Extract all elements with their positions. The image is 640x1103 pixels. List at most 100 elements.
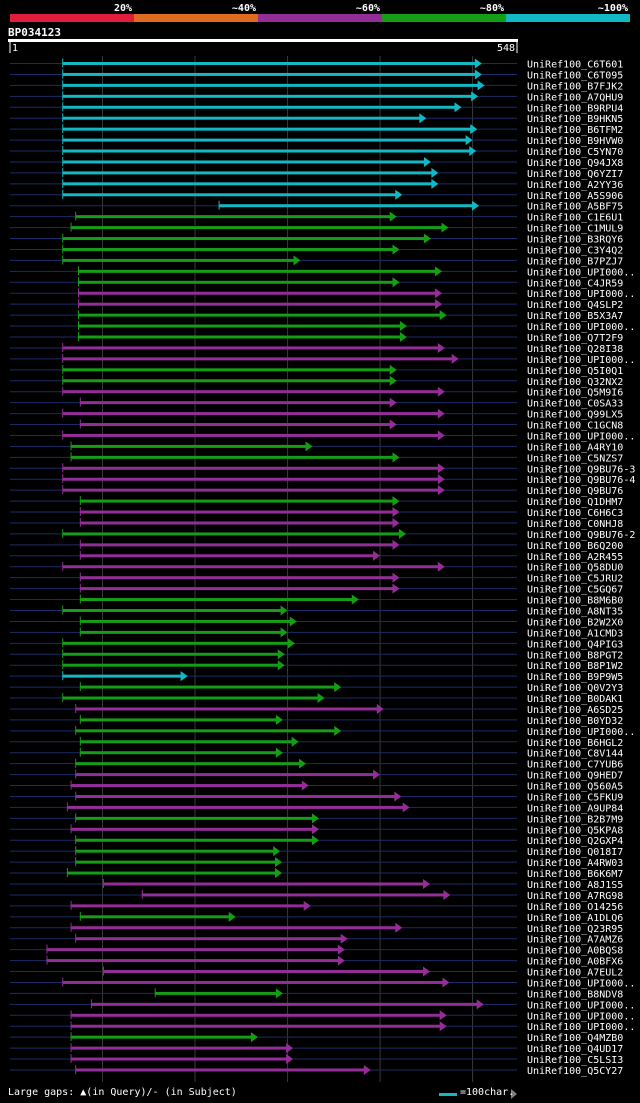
- hit-label[interactable]: UniRef100_B2B7M9: [527, 814, 623, 825]
- hit-row[interactable]: UniRef100_B6TFM2: [10, 124, 623, 136]
- hit-bar[interactable]: [78, 313, 441, 317]
- hit-label[interactable]: UniRef100_C1E6U1: [527, 213, 623, 224]
- hit-bar[interactable]: [75, 794, 396, 798]
- hit-label[interactable]: UniRef100_UPI000..: [527, 289, 635, 300]
- hit-bar[interactable]: [62, 127, 472, 131]
- hit-row[interactable]: UniRef100_A7RG98: [10, 889, 623, 902]
- hit-bar[interactable]: [80, 423, 391, 427]
- hit-bar[interactable]: [71, 926, 397, 930]
- hit-row[interactable]: UniRef100_Q2GXP4: [10, 835, 623, 847]
- hit-row[interactable]: UniRef100_Q1DHM7: [10, 496, 623, 508]
- hit-bar[interactable]: [62, 980, 444, 984]
- hit-row[interactable]: UniRef100_A8J1S5: [10, 879, 623, 891]
- hit-bar[interactable]: [62, 379, 391, 383]
- hit-row[interactable]: UniRef100_C1E6U1: [10, 211, 623, 224]
- hit-label[interactable]: UniRef100_B0YD32: [527, 716, 623, 727]
- hit-row[interactable]: UniRef100_C0SA33: [10, 397, 623, 410]
- hit-label[interactable]: UniRef100_B0DAK1: [527, 694, 623, 705]
- hit-label[interactable]: UniRef100_Q9HED7: [527, 771, 623, 782]
- hit-row[interactable]: UniRef100_B9HVW0: [10, 135, 623, 147]
- hit-bar[interactable]: [62, 149, 471, 153]
- hit-row[interactable]: UniRef100_B8P1W2: [10, 660, 623, 672]
- hit-row[interactable]: UniRef100_B0DAK1: [10, 693, 623, 705]
- hit-row[interactable]: UniRef100_Q4SLP2: [10, 299, 623, 311]
- hit-bar[interactable]: [78, 280, 394, 284]
- hit-row[interactable]: UniRef100_Q58DU0: [10, 561, 623, 574]
- hit-row[interactable]: UniRef100_C6T601: [10, 58, 623, 71]
- hit-label[interactable]: UniRef100_B6K6M7: [527, 869, 623, 880]
- hit-label[interactable]: UniRef100_A5BF75: [527, 202, 623, 213]
- hit-label[interactable]: UniRef100_Q9BU76-2: [527, 530, 635, 541]
- hit-bar[interactable]: [62, 477, 439, 481]
- hit-label[interactable]: UniRef100_Q2GXP4: [527, 836, 623, 847]
- hit-label[interactable]: UniRef100_C5NZS7: [527, 453, 623, 464]
- hit-row[interactable]: UniRef100_B2W2X0: [10, 616, 623, 628]
- hit-label[interactable]: UniRef100_C1GCN8: [527, 421, 623, 432]
- hit-bar[interactable]: [80, 543, 394, 547]
- hit-bar[interactable]: [80, 401, 391, 405]
- hit-row[interactable]: UniRef100_C6T095: [10, 69, 623, 81]
- hit-row[interactable]: UniRef100_Q018I7: [10, 846, 623, 858]
- hit-row[interactable]: UniRef100_B3RQY6: [10, 233, 623, 246]
- hit-label[interactable]: UniRef100_A2YY36: [527, 180, 623, 191]
- hit-label[interactable]: UniRef100_C6T601: [527, 60, 623, 71]
- hit-row[interactable]: UniRef100_Q9BU76-3: [10, 463, 635, 475]
- hit-bar[interactable]: [80, 718, 277, 722]
- hit-row[interactable]: UniRef100_A2YY36: [10, 178, 623, 191]
- hit-bar[interactable]: [103, 970, 425, 974]
- hit-label[interactable]: UniRef100_Q23R95: [527, 924, 623, 935]
- hit-row[interactable]: UniRef100_UPI000..: [10, 430, 635, 442]
- hit-bar[interactable]: [62, 105, 456, 109]
- hit-bar[interactable]: [80, 598, 353, 602]
- hit-row[interactable]: UniRef100_A4RY10: [10, 441, 623, 453]
- hit-row[interactable]: UniRef100_C5YN70: [10, 146, 623, 158]
- hit-bar[interactable]: [62, 368, 391, 372]
- hit-label[interactable]: UniRef100_Q6YZI7: [527, 169, 623, 180]
- hit-label[interactable]: UniRef100_C5LSI3: [527, 1055, 623, 1066]
- hit-label[interactable]: UniRef100_B2W2X0: [527, 617, 623, 628]
- hit-bar[interactable]: [71, 455, 394, 459]
- hit-label[interactable]: UniRef100_Q0V2Y3: [527, 683, 623, 694]
- hit-row[interactable]: UniRef100_C1GCN8: [10, 419, 623, 432]
- hit-row[interactable]: UniRef100_B9P9W5: [10, 671, 623, 683]
- hit-label[interactable]: UniRef100_B9HKN5: [527, 114, 623, 125]
- hit-label[interactable]: UniRef100_C0SA33: [527, 399, 623, 410]
- hit-row[interactable]: UniRef100_A5BF75: [10, 200, 623, 213]
- hit-bar[interactable]: [62, 182, 433, 186]
- hit-row[interactable]: UniRef100_UPI000..: [10, 1021, 635, 1033]
- hit-row[interactable]: UniRef100_A4RW03: [10, 857, 623, 869]
- hit-bar[interactable]: [62, 237, 425, 241]
- hit-row[interactable]: UniRef100_Q23R95: [10, 922, 623, 935]
- hit-bar[interactable]: [62, 609, 282, 612]
- hit-bar[interactable]: [67, 805, 404, 809]
- hit-bar[interactable]: [91, 1002, 478, 1006]
- hit-row[interactable]: UniRef100_B6Q200: [10, 539, 623, 552]
- hit-label[interactable]: UniRef100_A7QHU9: [527, 92, 623, 103]
- hit-row[interactable]: UniRef100_A8NT35: [10, 605, 623, 618]
- hit-row[interactable]: UniRef100_C3Y4Q2: [10, 244, 623, 256]
- hit-label[interactable]: UniRef100_C8V144: [527, 749, 623, 760]
- hit-bar[interactable]: [80, 630, 282, 634]
- hit-bar[interactable]: [80, 915, 230, 919]
- hit-label[interactable]: UniRef100_B9HVW0: [527, 136, 623, 147]
- hit-label[interactable]: UniRef100_Q5CY27: [527, 1066, 623, 1077]
- hit-bar[interactable]: [78, 335, 401, 339]
- hit-bar[interactable]: [71, 1035, 252, 1039]
- hit-bar[interactable]: [219, 204, 474, 208]
- hit-bar[interactable]: [75, 215, 391, 219]
- hit-label[interactable]: UniRef100_A0BFX6: [527, 957, 623, 968]
- hit-row[interactable]: UniRef100_A1DLQ6: [10, 911, 623, 924]
- hit-label[interactable]: UniRef100_O14256: [527, 902, 623, 913]
- hit-row[interactable]: UniRef100_B7FJK2: [10, 80, 623, 92]
- hit-label[interactable]: UniRef100_C6T095: [527, 70, 623, 81]
- hit-label[interactable]: UniRef100_B6TFM2: [527, 125, 623, 136]
- hit-row[interactable]: UniRef100_C8V144: [10, 747, 623, 760]
- hit-label[interactable]: UniRef100_C6H6C3: [527, 508, 623, 519]
- hit-label[interactable]: UniRef100_UPI000..: [527, 1022, 635, 1033]
- hit-bar[interactable]: [62, 62, 476, 65]
- hit-bar[interactable]: [62, 674, 182, 678]
- hit-label[interactable]: UniRef100_Q94JX8: [527, 158, 623, 169]
- hit-row[interactable]: UniRef100_B0YD32: [10, 714, 623, 727]
- hit-label[interactable]: UniRef100_Q4PIG3: [527, 639, 623, 650]
- hit-bar[interactable]: [80, 587, 394, 591]
